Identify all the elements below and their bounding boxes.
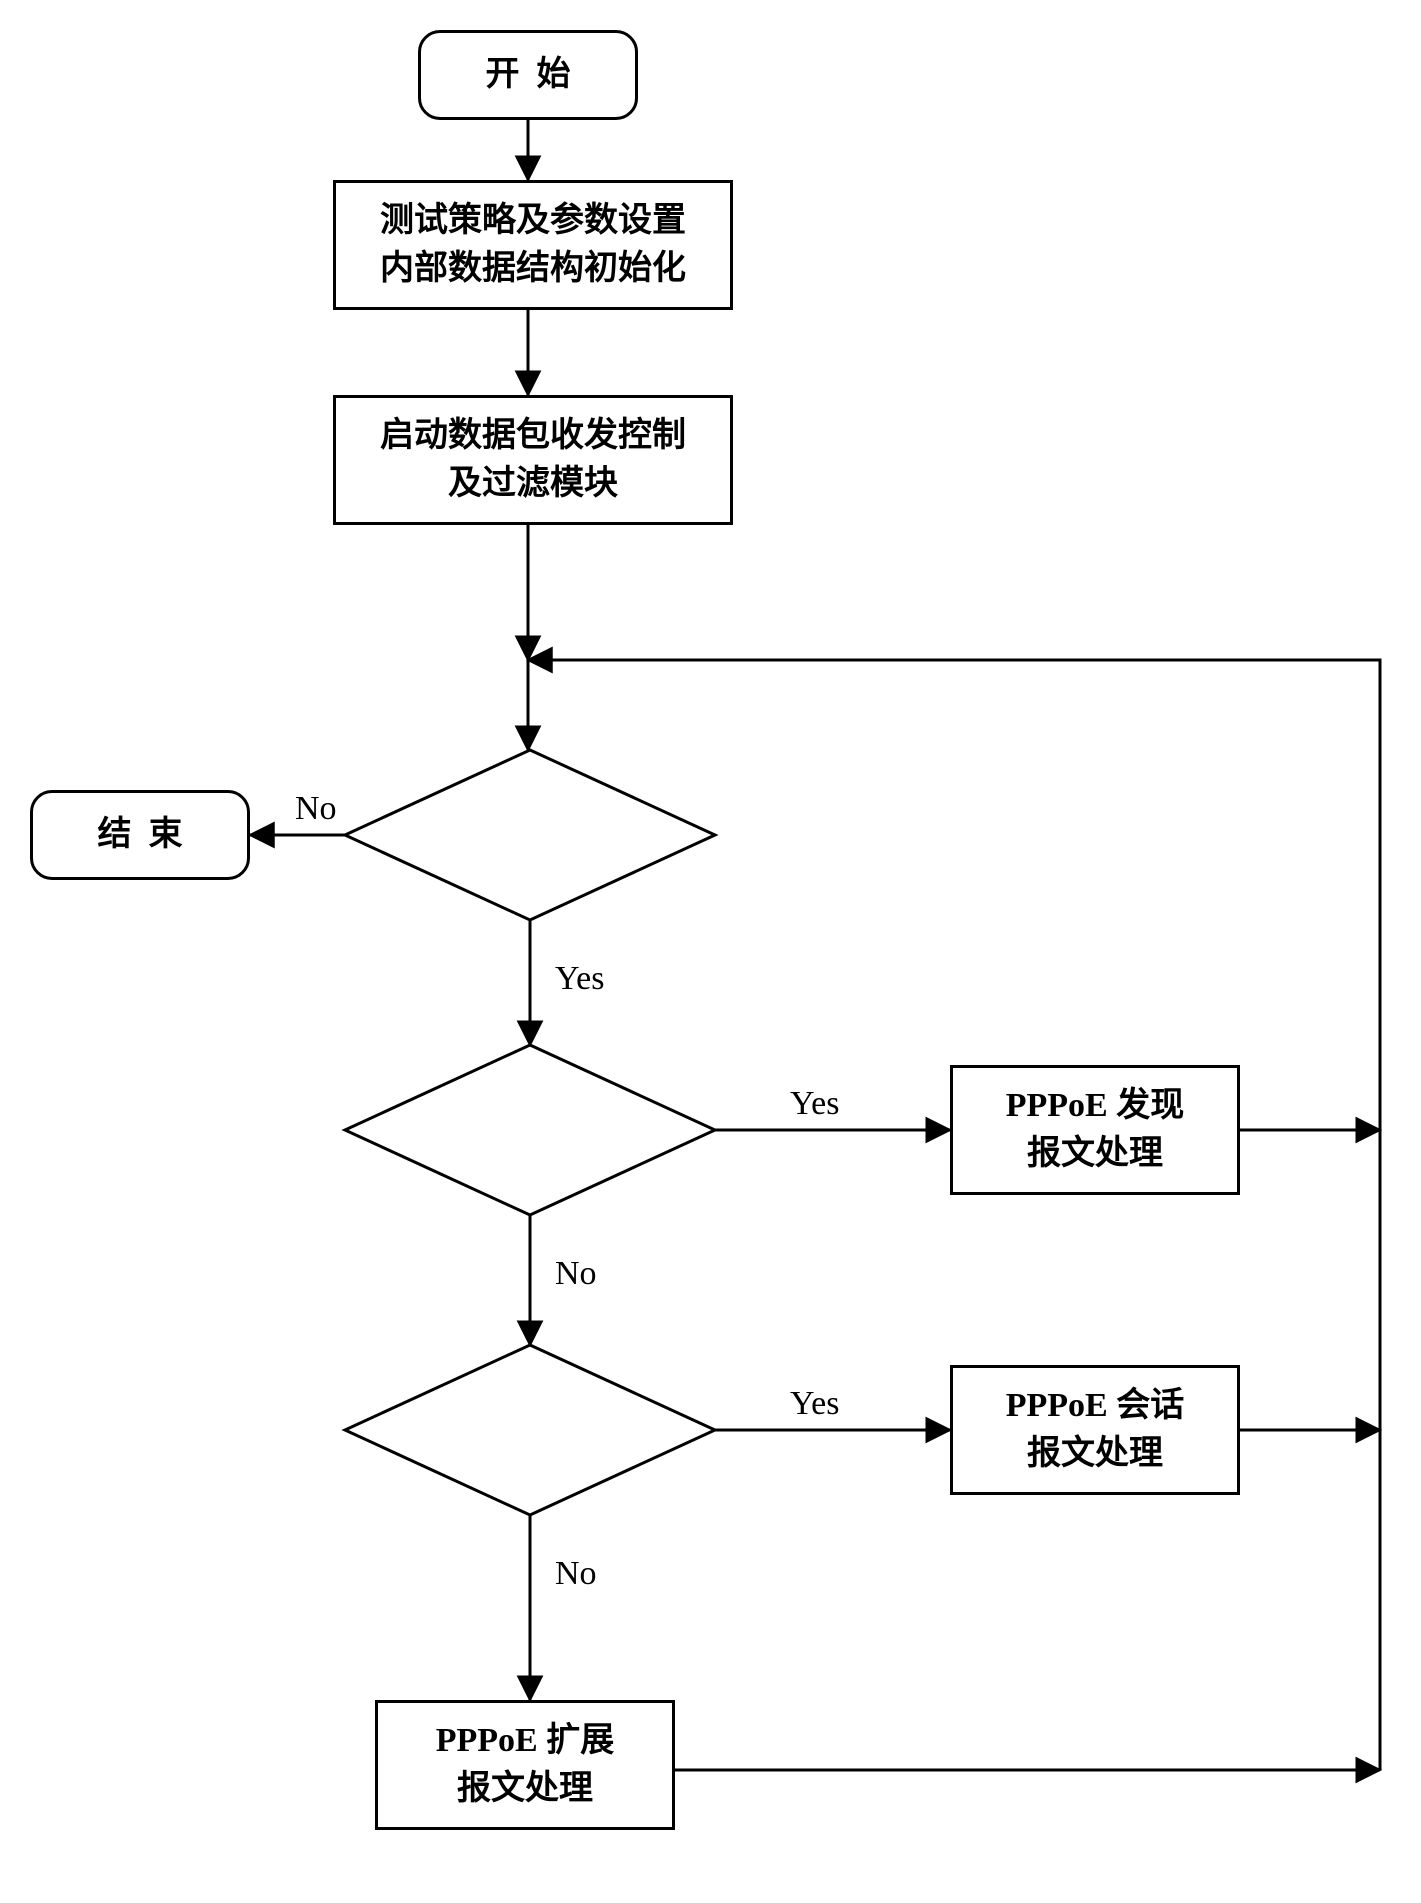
init-node: 测试策略及参数设置内部数据结构初始化 [333, 180, 733, 310]
procsess-node: PPPoE 会话报文处理 [950, 1365, 1240, 1495]
start-node: 开始 [418, 30, 638, 120]
end-label: 结束 [98, 811, 200, 859]
procext-node: PPPoE 扩展报文处理 [375, 1700, 675, 1830]
edge-label: Yes [790, 1385, 839, 1423]
procsess-label: PPPoE 会话报文处理 [1006, 1382, 1184, 1477]
procdisc-label: PPPoE 发现报文处理 [1006, 1082, 1184, 1177]
procdisc-node: PPPoE 发现报文处理 [950, 1065, 1240, 1195]
dcontinue-label: 继续测试? [430, 814, 630, 863]
start-label: 开始 [486, 51, 588, 99]
edge [528, 660, 1380, 1770]
end-node: 结束 [30, 790, 250, 880]
edge-label: No [555, 1555, 597, 1593]
edge-label: Yes [555, 960, 604, 998]
init-label: 测试策略及参数设置内部数据结构初始化 [380, 197, 686, 292]
ddiscover-label: 发现报文? [430, 1109, 630, 1158]
procext-label: PPPoE 扩展报文处理 [436, 1717, 614, 1812]
edge-label: Yes [790, 1085, 839, 1123]
dsession-label: 会话报文? [430, 1409, 630, 1458]
edge-label: No [295, 790, 337, 828]
edge-label: No [555, 1255, 597, 1293]
startmod-label: 启动数据包收发控制及过滤模块 [380, 412, 686, 507]
startmod-node: 启动数据包收发控制及过滤模块 [333, 395, 733, 525]
